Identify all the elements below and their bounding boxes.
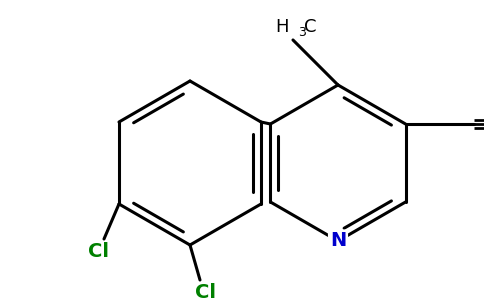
Text: Cl: Cl bbox=[195, 283, 215, 300]
Text: Cl: Cl bbox=[89, 242, 109, 261]
Text: C: C bbox=[304, 18, 317, 36]
Text: 3: 3 bbox=[298, 26, 306, 39]
Text: N: N bbox=[330, 232, 346, 250]
Text: H: H bbox=[275, 18, 289, 36]
